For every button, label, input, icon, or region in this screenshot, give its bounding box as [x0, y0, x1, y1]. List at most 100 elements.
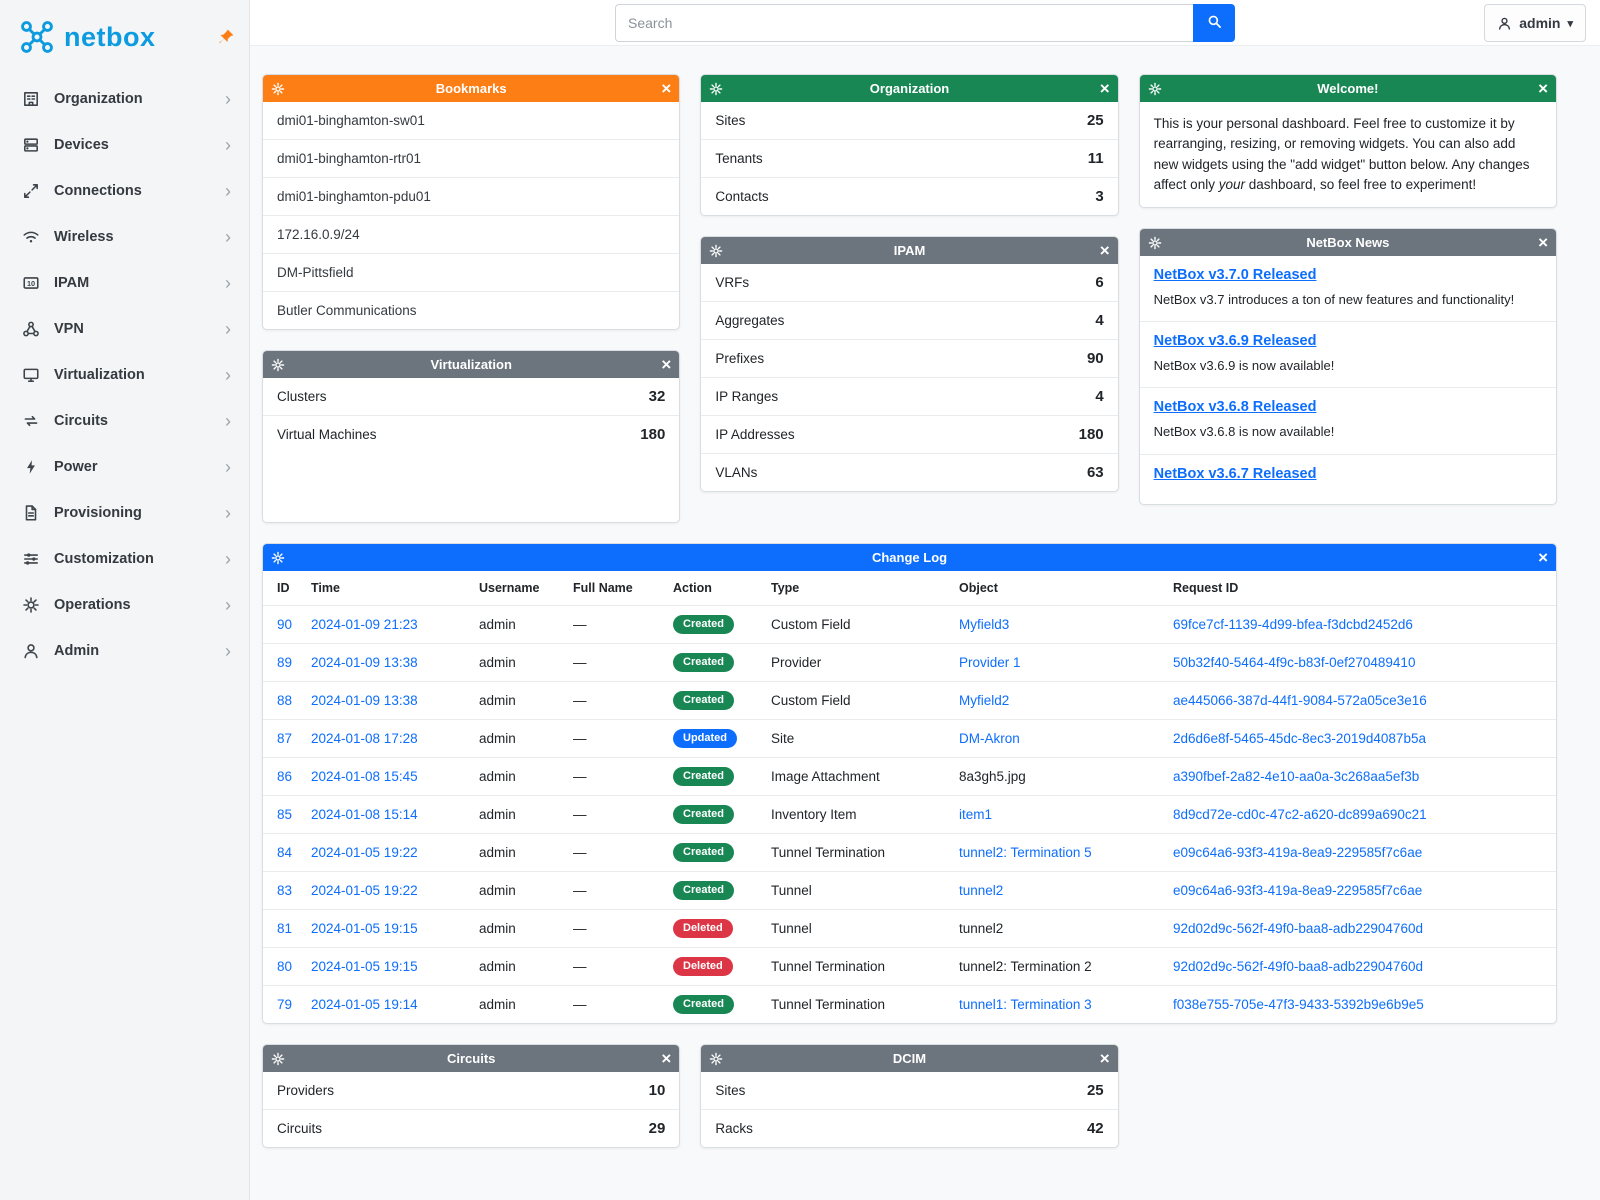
- sidebar-item-admin[interactable]: Admin ›: [0, 628, 249, 674]
- netbox-logo-icon[interactable]: [16, 16, 58, 58]
- widget-close-icon[interactable]: ×: [661, 355, 672, 374]
- stat-value[interactable]: 42: [1086, 1120, 1104, 1137]
- widget-config-icon[interactable]: [709, 82, 723, 96]
- widget-config-icon[interactable]: [271, 358, 285, 372]
- changelog-id-link[interactable]: 79: [277, 997, 293, 1012]
- stat-value[interactable]: 29: [648, 1120, 666, 1137]
- changelog-id-link[interactable]: 87: [277, 731, 293, 746]
- changelog-id-link[interactable]: 84: [277, 845, 293, 860]
- stat-value[interactable]: 6: [1095, 274, 1104, 291]
- bookmark-item[interactable]: dmi01-binghamton-sw01: [277, 113, 425, 128]
- changelog-object-link[interactable]: Myfield3: [959, 617, 1010, 632]
- changelog-request-link[interactable]: 92d02d9c-562f-49f0-baa8-adb22904760d: [1173, 921, 1423, 936]
- sidebar-item-wireless[interactable]: Wireless ›: [0, 214, 249, 260]
- stat-value[interactable]: 4: [1095, 388, 1104, 405]
- changelog-request-link[interactable]: ae445066-387d-44f1-9084-572a05ce3e16: [1173, 693, 1427, 708]
- changelog-id-link[interactable]: 80: [277, 959, 293, 974]
- changelog-id-link[interactable]: 88: [277, 693, 293, 708]
- changelog-time-link[interactable]: 2024-01-09 13:38: [311, 655, 418, 670]
- changelog-object-link[interactable]: Provider 1: [959, 655, 1021, 670]
- changelog-request-link[interactable]: 50b32f40-5464-4f9c-b83f-0ef270489410: [1173, 655, 1416, 670]
- widget-config-icon[interactable]: [1148, 82, 1162, 96]
- bookmark-item[interactable]: 172.16.0.9/24: [263, 215, 680, 253]
- widget-config-icon[interactable]: [271, 1052, 285, 1066]
- changelog-id-link[interactable]: 85: [277, 807, 293, 822]
- changelog-id-link[interactable]: 86: [277, 769, 293, 784]
- changelog-time-link[interactable]: 2024-01-08 15:45: [311, 769, 418, 784]
- stat-value[interactable]: 180: [640, 426, 666, 443]
- bookmark-item[interactable]: Butler Communications: [263, 291, 680, 329]
- changelog-time-link[interactable]: 2024-01-05 19:22: [311, 883, 418, 898]
- widget-close-icon[interactable]: ×: [1538, 548, 1548, 567]
- changelog-time-link[interactable]: 2024-01-09 21:23: [311, 617, 418, 632]
- changelog-id-link[interactable]: 89: [277, 655, 293, 670]
- sidebar-item-connections[interactable]: Connections ›: [0, 168, 249, 214]
- changelog-request-link[interactable]: 2d6d6e8f-5465-45dc-8ec3-2019d4087b5a: [1173, 731, 1426, 746]
- changelog-request-link[interactable]: 92d02d9c-562f-49f0-baa8-adb22904760d: [1173, 959, 1423, 974]
- widget-config-icon[interactable]: [271, 82, 285, 96]
- stat-value[interactable]: 11: [1087, 150, 1104, 167]
- widget-close-icon[interactable]: ×: [1099, 241, 1110, 260]
- widget-config-icon[interactable]: [1148, 236, 1162, 250]
- sidebar-item-provisioning[interactable]: Provisioning ›: [0, 490, 249, 536]
- changelog-time-link[interactable]: 2024-01-05 19:15: [311, 921, 418, 936]
- widget-close-icon[interactable]: ×: [1538, 233, 1548, 252]
- changelog-time-link[interactable]: 2024-01-05 19:14: [311, 997, 418, 1012]
- changelog-object-link[interactable]: tunnel2: [959, 883, 1004, 898]
- sidebar-item-ipam[interactable]: 10 IPAM ›: [0, 260, 249, 306]
- widget-close-icon[interactable]: ×: [661, 79, 672, 98]
- brand-name[interactable]: netbox: [64, 21, 156, 52]
- changelog-id-link[interactable]: 81: [277, 921, 293, 936]
- sidebar-item-virtualization[interactable]: Virtualization ›: [0, 352, 249, 398]
- widget-config-icon[interactable]: [709, 244, 723, 258]
- stat-value[interactable]: 3: [1095, 188, 1104, 205]
- changelog-object-link[interactable]: tunnel2: Termination 5: [959, 845, 1092, 860]
- changelog-request-link[interactable]: e09c64a6-93f3-419a-8ea9-229585f7c6ae: [1173, 845, 1423, 860]
- bookmark-item[interactable]: dmi01-binghamton-pdu01: [263, 177, 680, 215]
- stat-value[interactable]: 10: [648, 1082, 666, 1099]
- stat-value[interactable]: 4: [1095, 312, 1104, 329]
- sidebar-item-power[interactable]: Power ›: [0, 444, 249, 490]
- changelog-object-link[interactable]: tunnel1: Termination 3: [959, 997, 1092, 1012]
- changelog-id-link[interactable]: 83: [277, 883, 293, 898]
- news-link[interactable]: NetBox v3.6.7 Released: [1153, 465, 1317, 482]
- widget-config-icon[interactable]: [709, 1052, 723, 1066]
- widget-close-icon[interactable]: ×: [1538, 79, 1548, 98]
- changelog-request-link[interactable]: a390fbef-2a82-4e10-aa0a-3c268aa5ef3b: [1173, 769, 1420, 784]
- widget-config-icon[interactable]: [271, 551, 285, 565]
- widget-close-icon[interactable]: ×: [661, 1049, 672, 1068]
- changelog-request-link[interactable]: e09c64a6-93f3-419a-8ea9-229585f7c6ae: [1173, 883, 1423, 898]
- search-input[interactable]: [615, 3, 1193, 42]
- pin-sidebar-icon[interactable]: [217, 28, 235, 46]
- news-link[interactable]: NetBox v3.7.0 Released: [1153, 267, 1317, 283]
- bookmark-item[interactable]: dmi01-binghamton-rtr01: [263, 139, 680, 177]
- changelog-time-link[interactable]: 2024-01-05 19:15: [311, 959, 418, 974]
- changelog-request-link[interactable]: 8d9cd72e-cd0c-47c2-a620-dc899a690c21: [1173, 807, 1427, 822]
- changelog-request-link[interactable]: 69fce7cf-1139-4d99-bfea-f3dcbd2452d6: [1173, 617, 1413, 632]
- sidebar-item-customization[interactable]: Customization ›: [0, 536, 249, 582]
- changelog-time-link[interactable]: 2024-01-08 15:14: [311, 807, 418, 822]
- changelog-time-link[interactable]: 2024-01-08 17:28: [311, 731, 418, 746]
- sidebar-item-vpn[interactable]: VPN ›: [0, 306, 249, 352]
- sidebar-item-organization[interactable]: Organization ›: [0, 76, 249, 122]
- bookmark-item[interactable]: DM-Pittsfield: [263, 253, 680, 291]
- changelog-id-link[interactable]: 90: [277, 617, 293, 632]
- stat-value[interactable]: 90: [1086, 350, 1104, 367]
- stat-value[interactable]: 63: [1086, 464, 1104, 481]
- changelog-object-link[interactable]: DM-Akron: [959, 731, 1020, 746]
- news-link[interactable]: NetBox v3.6.8 Released: [1153, 399, 1317, 416]
- stat-value[interactable]: 180: [1078, 426, 1104, 443]
- sidebar-item-operations[interactable]: Operations ›: [0, 582, 249, 628]
- stat-value[interactable]: 32: [648, 388, 666, 405]
- stat-value[interactable]: 25: [1086, 1082, 1104, 1099]
- widget-close-icon[interactable]: ×: [1099, 79, 1110, 98]
- user-menu-button[interactable]: admin ▾: [1484, 4, 1586, 42]
- sidebar-item-circuits[interactable]: Circuits ›: [0, 398, 249, 444]
- news-link[interactable]: NetBox v3.6.9 Released: [1153, 333, 1317, 350]
- changelog-time-link[interactable]: 2024-01-09 13:38: [311, 693, 418, 708]
- search-button[interactable]: [1193, 3, 1235, 42]
- stat-value[interactable]: 25: [1086, 112, 1104, 129]
- widget-close-icon[interactable]: ×: [1099, 1049, 1110, 1068]
- changelog-object-link[interactable]: Myfield2: [959, 693, 1010, 708]
- changelog-object-link[interactable]: item1: [959, 807, 993, 822]
